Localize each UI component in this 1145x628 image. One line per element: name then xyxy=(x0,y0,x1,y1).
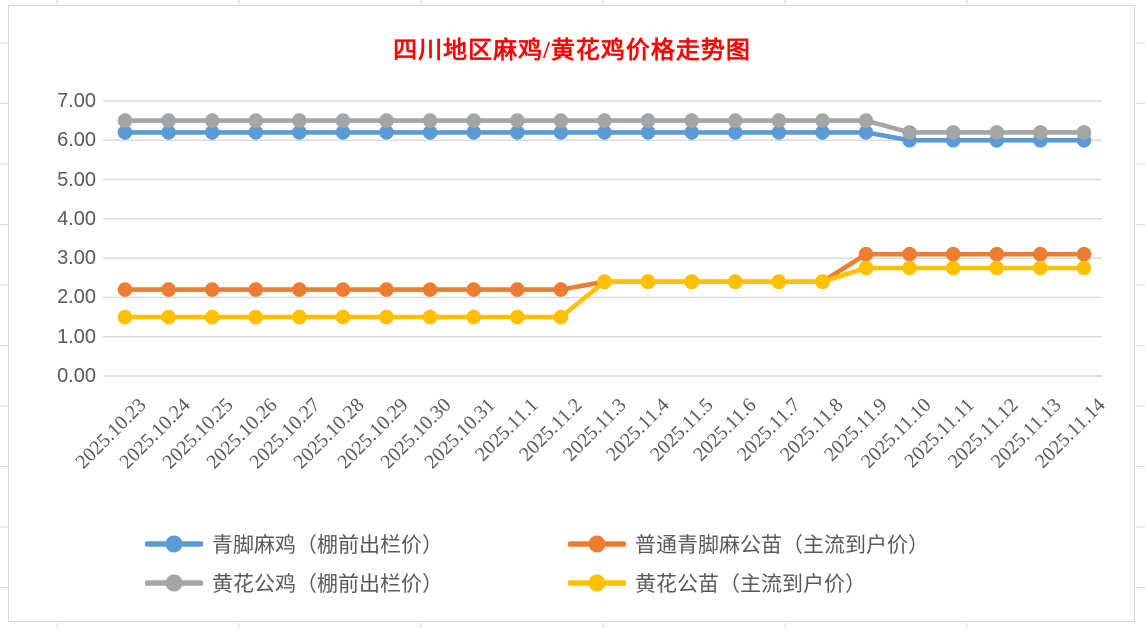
chart-legend: 青脚麻鸡（棚前出栏价） 普通青脚麻公苗（主流到户价） 黄花公鸡（棚前出栏价） 黄… xyxy=(8,524,1136,602)
legend-label: 普通青脚麻公苗（主流到户价） xyxy=(635,532,929,557)
legend-marker-icon xyxy=(567,573,627,593)
y-axis-label: 4.00 xyxy=(57,207,96,230)
chart-title: 四川地区麻鸡/黄花鸡价格走势图 xyxy=(393,38,751,64)
y-axis-label: 3.00 xyxy=(57,247,96,270)
y-axis-label: 2.00 xyxy=(57,286,96,309)
legend-marker-icon xyxy=(567,534,627,554)
legend-label: 黄花公鸡（棚前出栏价） xyxy=(212,571,443,596)
legend-item-putong-qingjiaoma-gongmiao: 普通青脚麻公苗（主流到户价） xyxy=(567,529,929,559)
legend-item-huanghua-gongji: 黄花公鸡（棚前出栏价） xyxy=(144,568,568,598)
legend-item-qingjiao-maji: 青脚麻鸡（棚前出栏价） xyxy=(144,529,568,559)
legend-label: 黄花公苗（主流到户价） xyxy=(635,571,866,596)
legend-marker-icon xyxy=(144,534,204,554)
y-axis-label: 6.00 xyxy=(57,129,96,152)
legend-row-2: 黄花公鸡（棚前出栏价） 黄花公苗（主流到户价） xyxy=(8,563,1136,602)
legend-item-huanghua-gongmiao: 黄花公苗（主流到户价） xyxy=(567,568,866,598)
legend-marker-icon xyxy=(144,573,204,593)
y-axis-label: 7.00 xyxy=(57,90,96,112)
y-axis-label: 1.00 xyxy=(57,325,96,348)
legend-label: 青脚麻鸡（棚前出栏价） xyxy=(212,532,443,557)
y-axis-label: 5.00 xyxy=(57,168,96,191)
y-axis-label: 0.00 xyxy=(57,365,96,387)
legend-row-1: 青脚麻鸡（棚前出栏价） 普通青脚麻公苗（主流到户价） xyxy=(8,524,1136,563)
